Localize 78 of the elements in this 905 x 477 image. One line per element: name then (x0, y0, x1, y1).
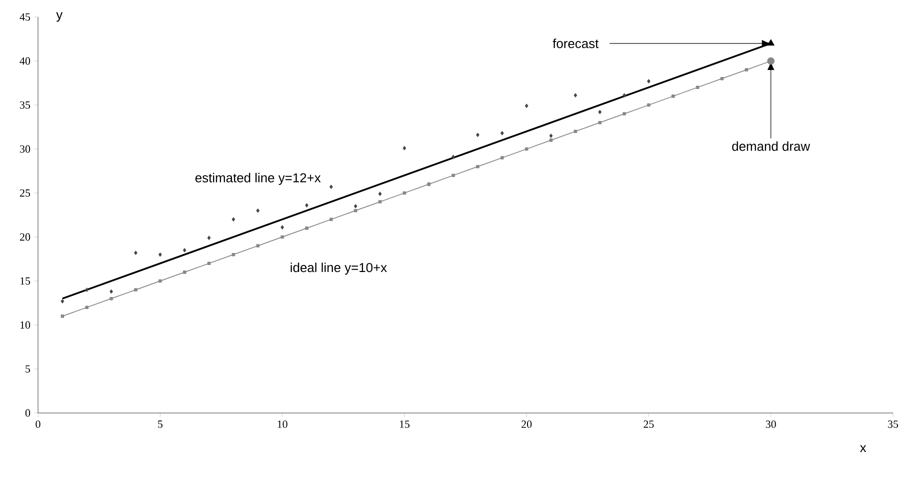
x-tick-label: 15 (400, 420, 410, 428)
point (60, 299, 64, 304)
point (256, 244, 260, 248)
point (280, 225, 284, 230)
point (330, 218, 333, 222)
y-tick-label: 35 (20, 101, 30, 109)
x-tick-label: 35 (888, 420, 898, 428)
annotation: demand draw (732, 141, 810, 151)
point (598, 110, 602, 114)
point (354, 208, 358, 212)
point (85, 288, 89, 292)
x-tick-label: 25 (644, 420, 654, 428)
point (182, 270, 186, 274)
point (85, 306, 89, 310)
point (207, 262, 211, 266)
point (305, 226, 308, 230)
x-tick-label: 5 (158, 420, 162, 428)
annotation: forecast (552, 38, 599, 48)
point (647, 79, 650, 84)
point (402, 191, 406, 195)
point (549, 138, 553, 142)
y-tick-label: 0 (25, 409, 30, 417)
x-tick-label: 10 (278, 420, 288, 428)
point (134, 288, 138, 292)
point (549, 134, 553, 138)
point (158, 279, 162, 283)
point (452, 154, 455, 160)
point (134, 250, 138, 256)
y-tick-label: 15 (20, 277, 30, 285)
series-label: estimated line y=12+x (195, 172, 321, 185)
point (378, 192, 382, 196)
series-label: ideal line y=10+x (290, 262, 387, 275)
x-tick-label: 30 (766, 420, 776, 428)
point (402, 146, 406, 150)
point (452, 174, 455, 178)
point (110, 289, 113, 294)
point (500, 130, 504, 136)
point (622, 93, 626, 98)
point (647, 103, 650, 107)
point (524, 147, 528, 151)
y-axis-title: y (56, 12, 63, 22)
point (622, 112, 626, 116)
point (524, 104, 528, 108)
point (767, 57, 775, 65)
point (60, 314, 64, 318)
point (232, 252, 236, 256)
point (354, 204, 358, 208)
point (574, 93, 578, 98)
point (207, 236, 211, 240)
y-tick-label: 20 (20, 233, 30, 241)
point (232, 217, 236, 222)
point (598, 120, 602, 124)
point (305, 203, 308, 208)
point (696, 86, 700, 90)
x-axis-title: x (860, 445, 866, 452)
point (158, 252, 162, 257)
point (500, 156, 504, 160)
y-tick-label: 10 (20, 321, 30, 329)
point (110, 296, 113, 300)
x-tick-label: 20 (522, 420, 532, 428)
point (744, 68, 748, 72)
point (672, 94, 675, 98)
y-tick-label: 5 (26, 365, 30, 373)
point (720, 76, 724, 80)
point (182, 248, 186, 252)
point (476, 164, 480, 168)
y-tick-label: 30 (20, 145, 30, 153)
point (329, 184, 333, 190)
y-tick-label: 40 (20, 57, 30, 65)
point (767, 39, 775, 46)
y-tick-label: 25 (20, 189, 30, 197)
point (256, 208, 260, 213)
point (280, 235, 284, 239)
x-tick-label: 0 (36, 420, 40, 428)
point (574, 130, 578, 134)
y-tick-label: 45 (20, 13, 30, 21)
point (378, 200, 382, 204)
point (476, 132, 480, 138)
